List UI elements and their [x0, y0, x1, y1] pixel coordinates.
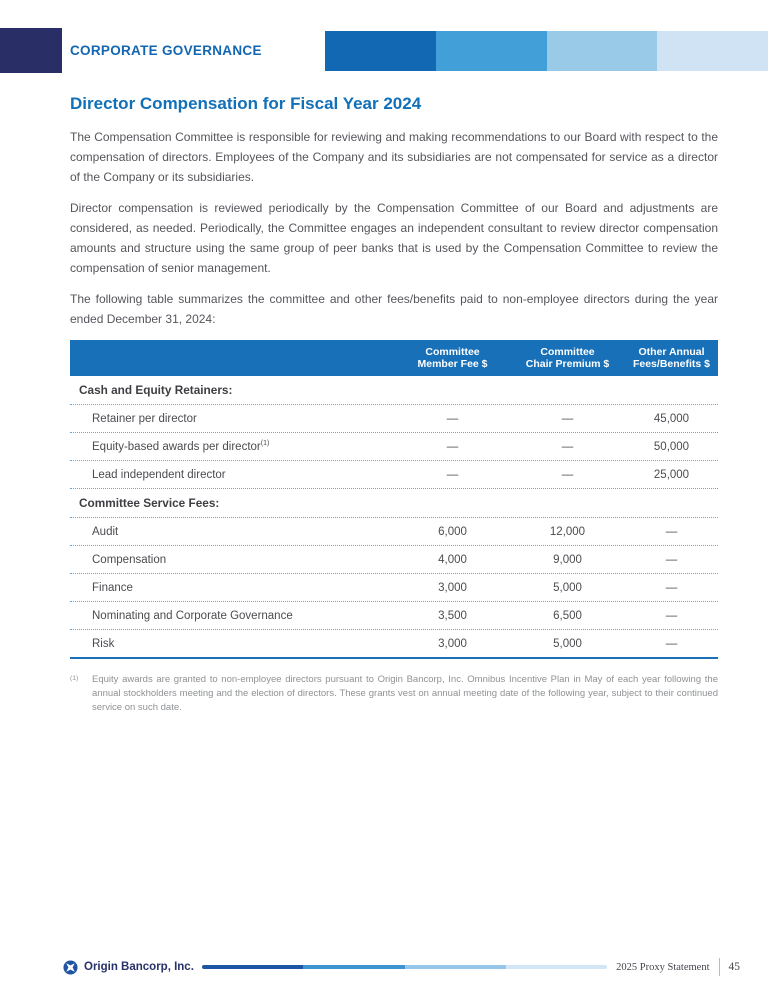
- gradient-segment: [404, 965, 506, 969]
- cell-value: —: [446, 468, 459, 481]
- cell-value: 5,000: [553, 581, 582, 594]
- table-section-row: Committee Service Fees:: [70, 489, 718, 518]
- cell-value: 50,000: [653, 440, 690, 453]
- cell-value: 4,000: [438, 553, 467, 566]
- table-row: Audit 6,000 12,000 —: [70, 518, 718, 546]
- footnote-text: Equity awards are granted to non-employe…: [92, 674, 718, 713]
- section-eyebrow: CORPORATE GOVERNANCE: [70, 43, 262, 58]
- cell-value: 3,000: [438, 637, 467, 650]
- table-body: Cash and Equity Retainers: Retainer per d…: [70, 376, 718, 659]
- table-row: Equity-based awards per director(1) — — 50,…: [70, 433, 718, 461]
- footnote-marker: (1): [70, 675, 79, 682]
- section-label: Committee Service Fees:: [79, 496, 220, 510]
- table-row: Nominating and Corporate Governance 3,500…: [70, 602, 718, 630]
- paragraph: The following table summarizes the commi…: [70, 292, 718, 326]
- cell-value: —: [446, 412, 459, 425]
- cell-value: 12,000: [549, 525, 586, 538]
- footer-divider: [718, 958, 720, 976]
- cell-value: 6,000: [438, 525, 467, 538]
- cell-value: —: [561, 440, 574, 453]
- row-label: Compensation: [92, 553, 167, 566]
- table-row: Compensation 4,000 9,000 —: [70, 546, 718, 574]
- director-compensation-table: Committee Member Fee $ Committee Chair Prem…: [70, 340, 718, 659]
- origin-bancorp-logo-icon: [63, 959, 78, 975]
- gradient-segment: [546, 31, 658, 71]
- gradient-segment: [303, 965, 405, 969]
- table-row: Risk 3,000 5,000 —: [70, 630, 718, 659]
- row-label: Finance: [92, 581, 133, 594]
- cell-value: 3,000: [438, 581, 467, 594]
- page-content: Director Compensation for Fiscal Year 20…: [70, 94, 718, 715]
- table-row: Lead independent director — — 25,000: [70, 461, 718, 489]
- cell-value: —: [665, 581, 678, 594]
- row-label: Retainer per director: [92, 412, 197, 425]
- cell-value: —: [665, 553, 678, 566]
- gradient-segment: [325, 31, 436, 71]
- cell-value: 6,500: [553, 609, 582, 622]
- column-header: Committee Chair Premium $: [525, 345, 610, 371]
- gradient-segment: [657, 31, 768, 71]
- footer-page-number: 45: [728, 961, 741, 973]
- footnote: (1) Equity awards are granted to non-emp…: [70, 673, 718, 715]
- column-header: Other Annual Fees/Benefits $: [632, 345, 711, 371]
- cell-value: —: [561, 412, 574, 425]
- paragraph: The Compensation Committee is responsibl…: [70, 130, 718, 184]
- gradient-segment: [435, 31, 547, 71]
- row-label: Nominating and Corporate Governance: [92, 609, 293, 622]
- cell-value: —: [446, 440, 459, 453]
- section-label: Cash and Equity Retainers:: [79, 383, 233, 397]
- header-gradient-bar: [325, 31, 768, 71]
- footer-gradient-line: [201, 965, 608, 969]
- footer-company-name: Origin Bancorp, Inc.: [84, 961, 194, 973]
- cell-value: —: [665, 637, 678, 650]
- cell-value: 5,000: [553, 637, 582, 650]
- corner-navy-block: [0, 28, 62, 73]
- cell-value: 3,500: [438, 609, 467, 622]
- cell-value: 45,000: [653, 412, 690, 425]
- cell-value: 25,000: [653, 468, 690, 481]
- row-label: Lead independent director: [92, 468, 226, 481]
- cell-value: —: [665, 609, 678, 622]
- table-header-row: Committee Member Fee $ Committee Chair Prem…: [70, 340, 718, 376]
- column-header: Committee Member Fee $: [417, 345, 488, 371]
- paragraph: Director compensation is reviewed period…: [70, 201, 718, 275]
- footer-document-title: 2025 Proxy Statement: [616, 961, 710, 973]
- page-footer: Origin Bancorp, Inc. 2025 Proxy Statemen…: [63, 956, 740, 978]
- page-title: Director Compensation for Fiscal Year 20…: [70, 94, 422, 113]
- gradient-segment: [505, 965, 608, 969]
- cell-value: 9,000: [553, 553, 582, 566]
- gradient-segment: [201, 965, 304, 969]
- row-label: Risk: [92, 637, 115, 650]
- footnote-reference: (1): [260, 439, 270, 447]
- table-section-row: Cash and Equity Retainers:: [70, 376, 718, 405]
- row-label: Audit: [92, 525, 119, 538]
- cell-value: —: [665, 525, 678, 538]
- table-row: Retainer per director — — 45,000: [70, 405, 718, 433]
- table-row: Finance 3,000 5,000 —: [70, 574, 718, 602]
- row-label: Equity-based awards per director(1): [92, 439, 270, 453]
- cell-value: —: [561, 468, 574, 481]
